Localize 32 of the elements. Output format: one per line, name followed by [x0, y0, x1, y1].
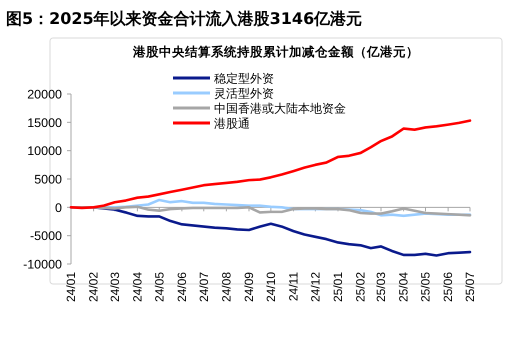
chart-title: 图5：2025年以来资金合计流入港股3146亿港元 [6, 9, 362, 28]
y-tick-label: 5000 [34, 172, 62, 186]
x-tick-label: 24/07 [196, 272, 211, 302]
x-tick-label: 25/02 [354, 272, 368, 302]
legend-label: 灵活型外资 [214, 86, 274, 100]
x-tick-label: 24/04 [130, 272, 144, 302]
y-tick-label: -5000 [30, 229, 62, 244]
y-tick-label: 0 [55, 200, 62, 215]
chart-subtitle: 港股中央结算系统持股累计加减仓金额（亿港元） [132, 44, 419, 59]
y-tick-label: 20000 [27, 88, 62, 102]
x-tick-label: 25/05 [418, 272, 433, 302]
x-tick-label: 24/03 [108, 272, 122, 302]
y-tick-label: 10000 [27, 144, 62, 158]
x-tick-label: 24/06 [174, 272, 189, 302]
legend-label: 港股通 [214, 116, 250, 130]
x-tick-label: 25/03 [374, 272, 388, 302]
legend-label: 中国香港或大陆本地资金 [214, 102, 346, 116]
x-tick-label: 25/01 [330, 272, 345, 302]
x-tick-label: 25/06 [441, 272, 456, 302]
x-tick-label: 24/05 [152, 272, 166, 302]
x-tick-label: 25/07 [463, 272, 477, 302]
x-tick-label: 24/11 [286, 272, 300, 302]
x-tick-label: 24/01 [64, 272, 78, 302]
y-tick-label: 15000 [27, 116, 62, 130]
x-tick-label: 24/10 [264, 272, 278, 302]
x-tick-label: 24/12 [308, 272, 322, 302]
x-tick-label: 24/02 [86, 272, 101, 302]
legend-label: 稳定型外资 [214, 72, 274, 86]
y-tick-label: -10000 [23, 258, 62, 272]
x-tick-label: 25/04 [396, 272, 411, 302]
x-tick-label: 24/08 [219, 272, 234, 302]
x-tick-label: 24/09 [242, 272, 256, 302]
